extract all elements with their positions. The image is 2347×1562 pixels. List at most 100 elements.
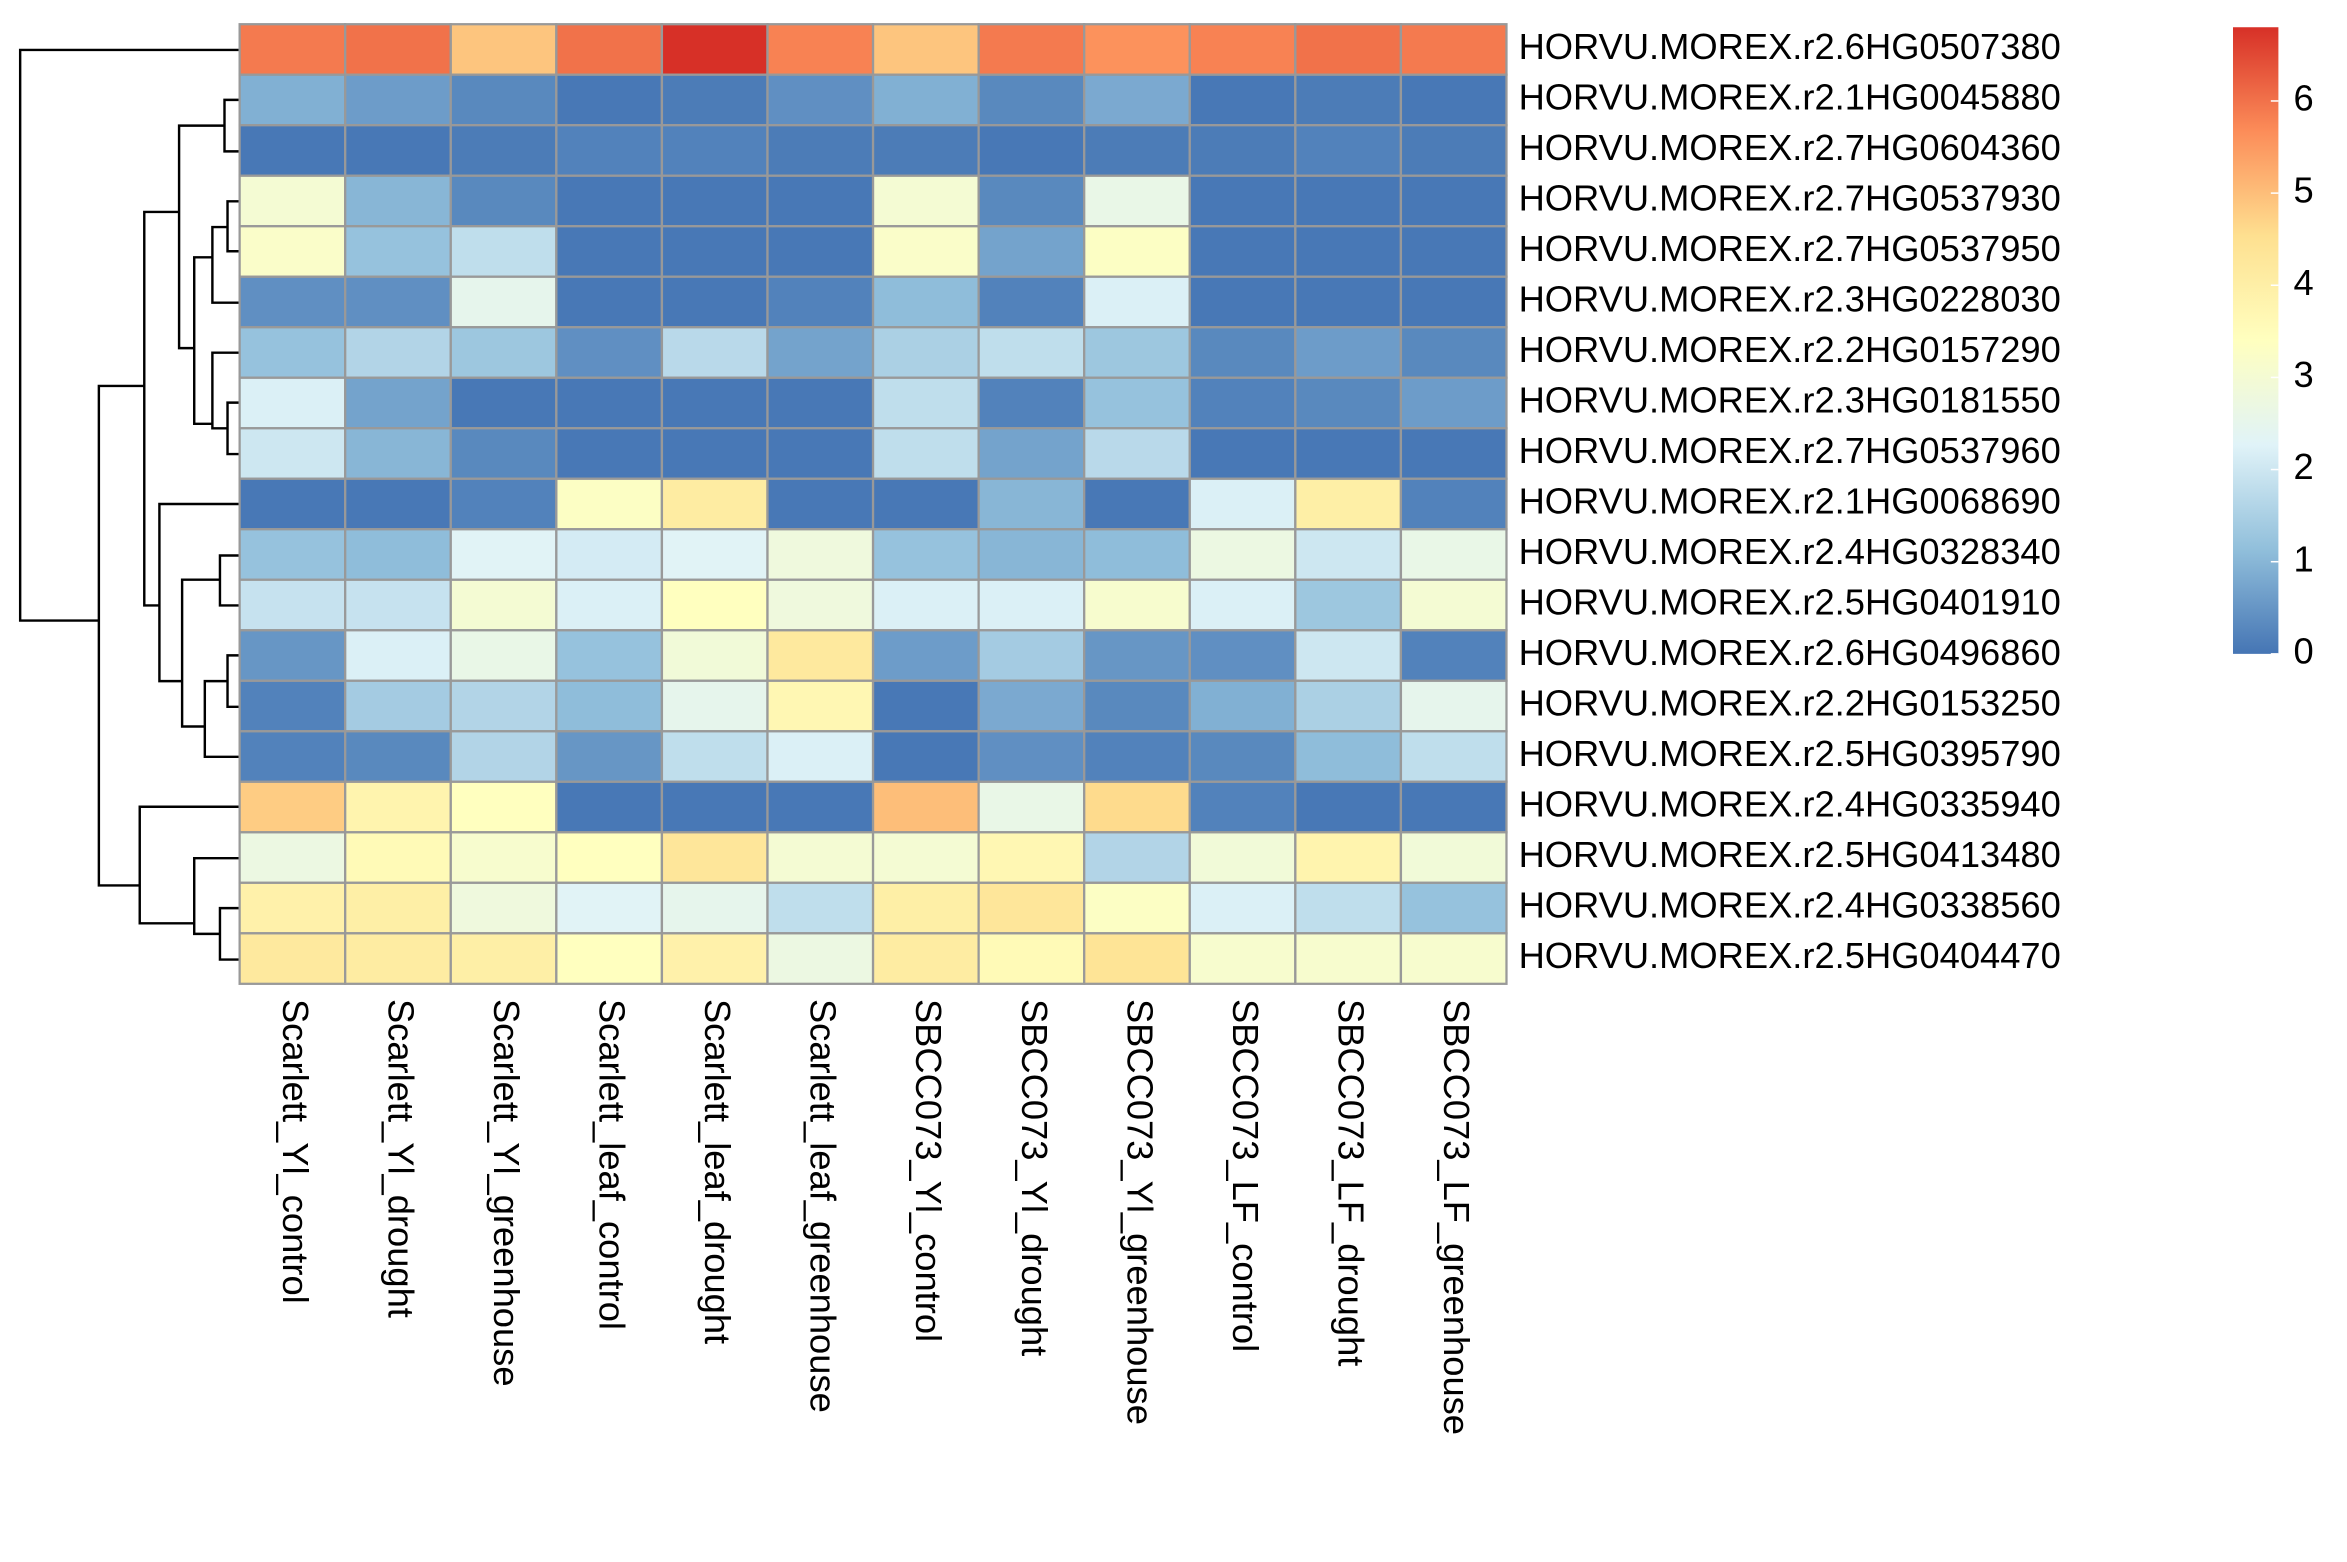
heatmap-cell — [766, 528, 875, 581]
colorbar-tick-label: 1 — [2294, 538, 2314, 579]
heatmap-cell — [977, 23, 1086, 76]
heatmap-cell — [871, 326, 980, 379]
colorbar-tick-label: 3 — [2294, 354, 2314, 395]
heatmap-cell — [1083, 831, 1191, 884]
colorbar-tick-label: 0 — [2294, 630, 2314, 671]
heatmap-cell — [1399, 528, 1508, 581]
column-label: SBCC073_Yl_control — [908, 999, 949, 1342]
heatmap-cell — [1188, 629, 1297, 682]
heatmap-cell — [344, 932, 452, 985]
heatmap-cell — [238, 730, 347, 783]
heatmap-cell — [660, 124, 769, 177]
heatmap-cell — [238, 881, 347, 935]
heatmap-cell — [1294, 376, 1403, 430]
heatmap-cell — [660, 174, 769, 228]
heatmap-cell — [555, 275, 664, 329]
heatmap-cell — [1188, 730, 1297, 783]
heatmap-cell — [977, 376, 1086, 430]
heatmap-cell — [766, 326, 875, 379]
heatmap-cell — [1399, 376, 1508, 430]
heatmap-cell — [1294, 326, 1403, 379]
heatmap-cell — [766, 477, 875, 531]
heatmap-cell — [1083, 73, 1191, 127]
column-label: Scarlett_Yl_drought — [380, 999, 421, 1318]
heatmap-cell — [344, 73, 452, 127]
heatmap-cell — [449, 326, 558, 379]
heatmap-cell — [1399, 881, 1508, 935]
column-label: SBCC073_LF_control — [1225, 999, 1266, 1352]
heatmap-cell — [449, 23, 558, 76]
heatmap-cell — [1083, 275, 1191, 329]
heatmap-cell — [766, 780, 875, 834]
heatmap-cell — [871, 629, 980, 682]
heatmap-cell — [238, 174, 347, 228]
heatmap-cell — [555, 73, 664, 127]
heatmap-cell — [555, 730, 664, 783]
heatmap-cell — [1399, 730, 1508, 783]
heatmap-cell — [1294, 174, 1403, 228]
heatmap-cell — [660, 73, 769, 127]
heatmap-cell — [1083, 174, 1191, 228]
heatmap-cell — [449, 73, 558, 127]
heatmap-cell — [1294, 124, 1403, 177]
heatmap-cell — [555, 477, 664, 531]
heatmap-cell — [1083, 376, 1191, 430]
heatmap-cell — [555, 124, 664, 177]
row-label: HORVU.MOREX.r2.7HG0537950 — [1519, 228, 2061, 269]
heatmap-cell — [1294, 477, 1403, 531]
heatmap-cell — [871, 578, 980, 632]
row-dendrogram — [18, 48, 240, 961]
heatmap-cell — [238, 831, 347, 884]
heatmap-cell — [766, 174, 875, 228]
heatmap-cell — [238, 73, 347, 127]
heatmap-cell — [660, 831, 769, 884]
heatmap-cell — [1294, 679, 1403, 733]
heatmap-cell — [1188, 780, 1297, 834]
heatmap-cell — [555, 629, 664, 682]
heatmap-cell — [1294, 730, 1403, 783]
heatmap-cell — [660, 376, 769, 430]
heatmap-cell — [871, 881, 980, 935]
heatmap-cell — [1188, 124, 1297, 177]
heatmap-cell — [977, 326, 1086, 379]
heatmap-cell — [555, 326, 664, 379]
heatmap-cell — [1188, 174, 1297, 228]
heatmap-cell — [660, 326, 769, 379]
heatmap-cell — [1294, 629, 1403, 682]
heatmap-cell — [871, 831, 980, 884]
row-label: HORVU.MOREX.r2.5HG0404470 — [1519, 935, 2061, 976]
heatmap-cell — [344, 477, 452, 531]
heatmap-cell — [1294, 831, 1403, 884]
heatmap-cell — [555, 225, 664, 278]
heatmap-cell — [238, 528, 347, 581]
heatmap-cell — [449, 578, 558, 632]
heatmap-cell — [1399, 831, 1508, 884]
row-label: HORVU.MOREX.r2.4HG0338560 — [1519, 885, 2061, 926]
heatmap-cell — [660, 679, 769, 733]
row-label: HORVU.MOREX.r2.7HG0537960 — [1519, 430, 2061, 471]
column-label: Scarlett_leaf_drought — [697, 999, 738, 1344]
heatmap-cell — [871, 174, 980, 228]
heatmap-cell — [344, 427, 452, 480]
heatmap-cell — [1294, 578, 1403, 632]
heatmap-cell — [1083, 225, 1191, 278]
heatmap-cell — [977, 730, 1086, 783]
heatmap-cell — [1083, 780, 1191, 834]
heatmap-cell — [238, 275, 347, 329]
heatmap-cell — [977, 225, 1086, 278]
heatmap-cell — [1188, 831, 1297, 884]
heatmap-cell — [1083, 477, 1191, 531]
heatmap-cell — [977, 124, 1086, 177]
heatmap-cell — [977, 932, 1086, 985]
colorbar-tick-label: 6 — [2294, 78, 2314, 119]
heatmap-cell — [238, 679, 347, 733]
heatmap-cell — [766, 427, 875, 480]
row-label: HORVU.MOREX.r2.5HG0395790 — [1519, 733, 2061, 774]
heatmap-cell — [766, 679, 875, 733]
heatmap-cell — [871, 225, 980, 278]
heatmap-cell — [977, 427, 1086, 480]
heatmap-cell — [344, 376, 452, 430]
heatmap-cell — [449, 376, 558, 430]
heatmap-cell — [977, 275, 1086, 329]
heatmap-cell — [1294, 275, 1403, 329]
